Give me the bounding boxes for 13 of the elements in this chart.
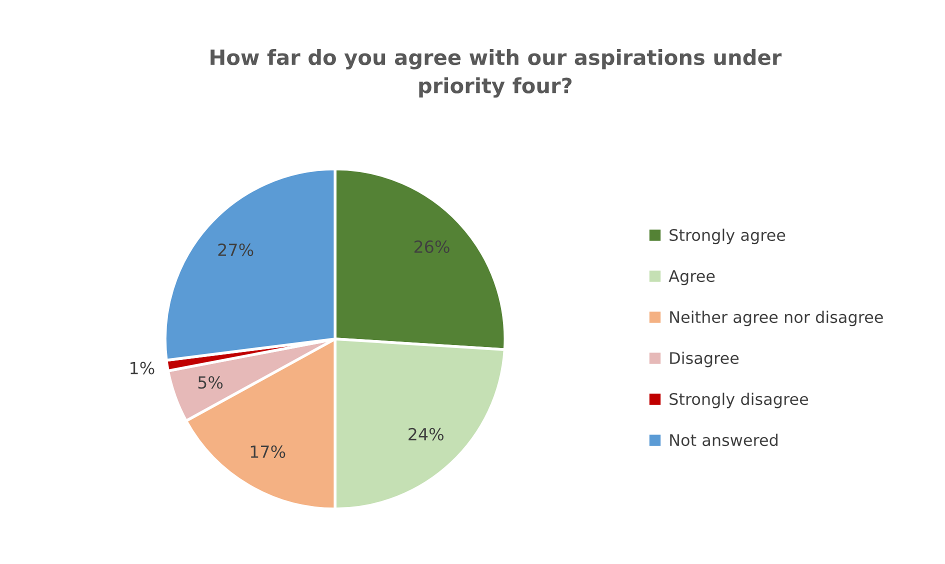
data-label: 5% [198, 376, 223, 389]
data-label: 27% [218, 243, 254, 256]
legend-label: Strongly disagree [670, 392, 808, 408]
legend-label: Not answered [670, 434, 778, 446]
data-label: 1% [130, 362, 154, 374]
legend-label: Agree [668, 270, 715, 286]
data-label: 24% [408, 428, 444, 440]
legend-label: Disagree [670, 352, 739, 368]
legend-label: Neither agree nor disagree [670, 310, 883, 326]
data-label: 17% [250, 445, 286, 458]
data-label: 26% [414, 240, 450, 254]
chart-title: How far do you agree with our aspirations under priority four? [210, 49, 782, 98]
legend-label: Strongly agree [670, 228, 786, 244]
